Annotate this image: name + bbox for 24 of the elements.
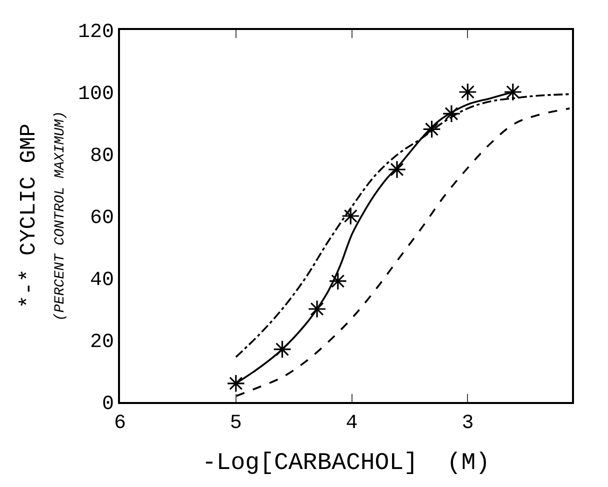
x-tick-label: 5 [230, 412, 242, 435]
y-tick-label: 40 [90, 269, 114, 292]
point [308, 300, 326, 318]
y-axis-title: *-* CYCLIC GMP (PERCENT CONTROL MAXIMUM) [16, 110, 68, 322]
x-tick-label: 6 [114, 412, 126, 435]
y-tick-label: 20 [90, 331, 114, 354]
point [273, 340, 292, 358]
point [442, 104, 461, 123]
line-series [235, 108, 571, 398]
point [341, 206, 360, 226]
point [226, 374, 246, 393]
point [458, 82, 477, 102]
point [504, 82, 522, 102]
y-tick-label: 0 [102, 393, 114, 416]
x-tick-label: 3 [462, 412, 474, 435]
y-tick-label: 100 [78, 83, 114, 106]
x-tick-label: 4 [346, 412, 358, 435]
point [422, 120, 441, 138]
y-tick-label: 60 [90, 207, 114, 230]
x-axis-title: -Log[CARBACHOL] (M) [202, 450, 490, 477]
y-tick-label: 80 [90, 145, 114, 168]
y-tick-label: 120 [78, 21, 114, 44]
point [328, 272, 348, 290]
point [388, 160, 406, 179]
